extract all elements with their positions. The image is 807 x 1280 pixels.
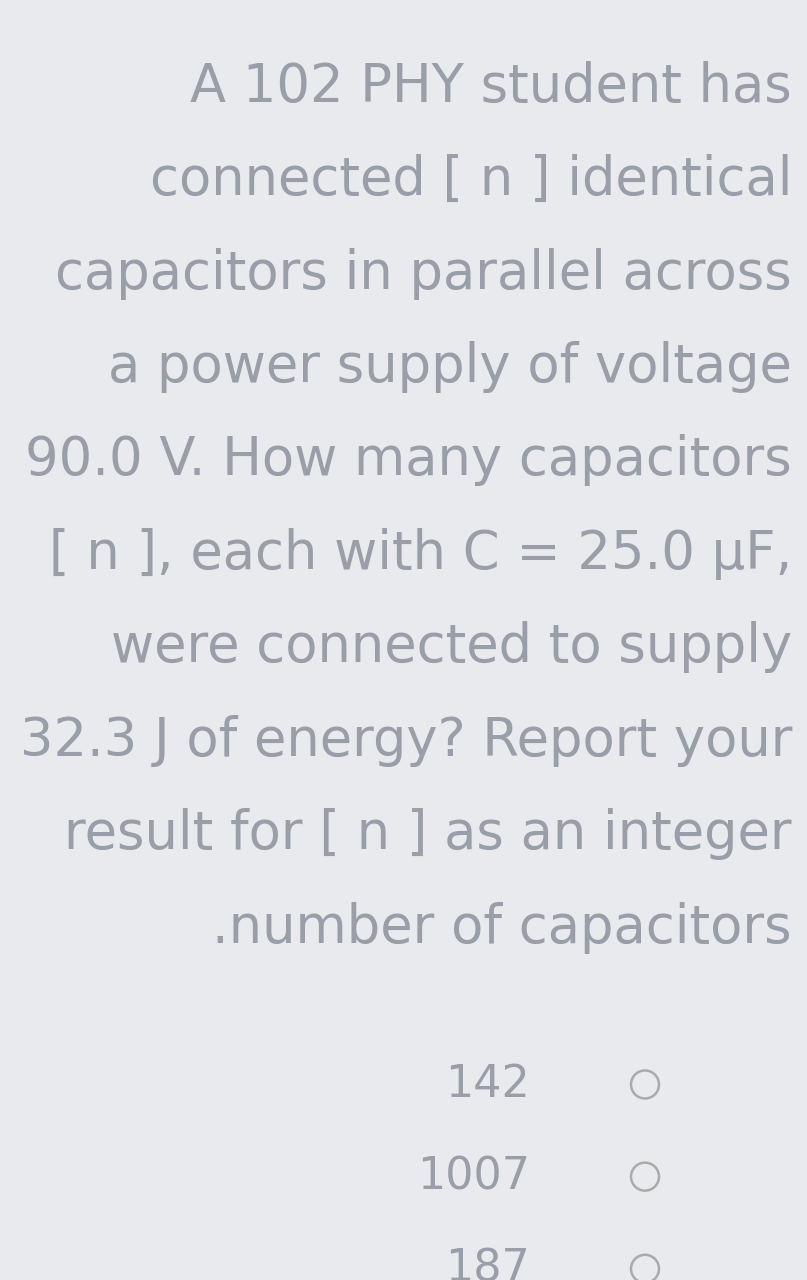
Text: capacitors in parallel across: capacitors in parallel across <box>55 247 792 300</box>
Text: 187: 187 <box>445 1247 530 1280</box>
Text: 32.3 J of energy? Report your: 32.3 J of energy? Report your <box>19 714 792 767</box>
Text: A 102 PHY student has: A 102 PHY student has <box>190 60 792 113</box>
Text: 1007: 1007 <box>417 1155 530 1198</box>
Text: connected [ n ] identical: connected [ n ] identical <box>149 154 792 206</box>
Text: a power supply of voltage: a power supply of voltage <box>108 340 792 393</box>
Text: .number of capacitors: .number of capacitors <box>212 901 792 954</box>
Text: [ n ], each with C = 25.0 μF,: [ n ], each with C = 25.0 μF, <box>48 527 792 580</box>
Text: 142: 142 <box>445 1062 530 1106</box>
Text: result for [ n ] as an integer: result for [ n ] as an integer <box>65 808 792 860</box>
Text: were connected to supply: were connected to supply <box>111 621 792 673</box>
Text: 90.0 V. How many capacitors: 90.0 V. How many capacitors <box>25 434 792 486</box>
